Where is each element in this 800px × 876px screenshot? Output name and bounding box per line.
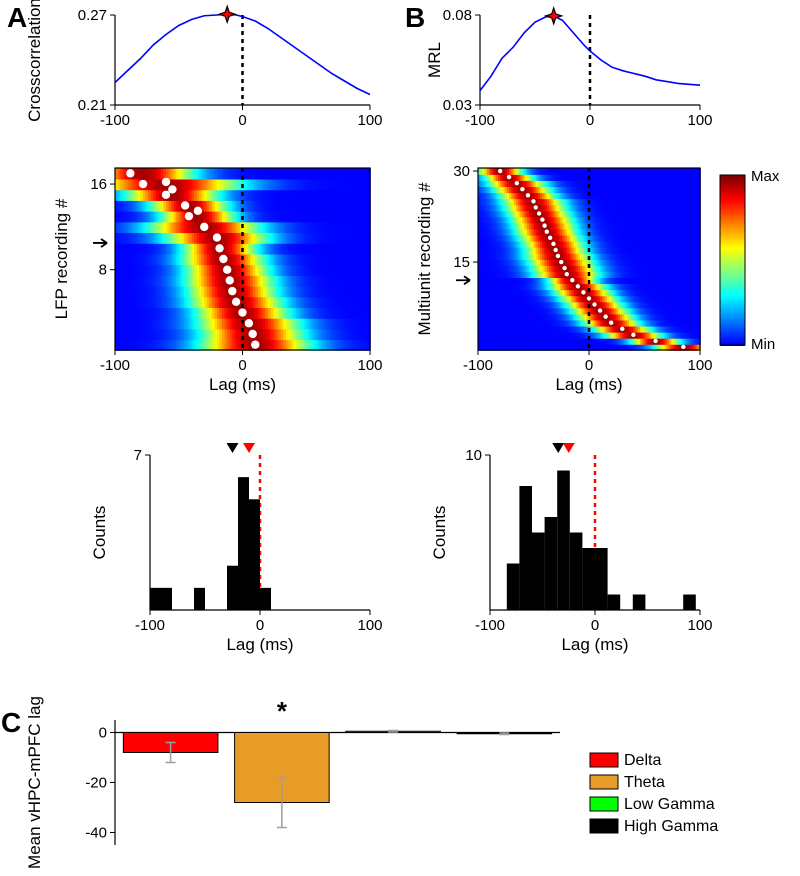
panel-label-c: C <box>1 707 21 739</box>
svg-text:30: 30 <box>453 163 470 180</box>
svg-text:-100: -100 <box>100 357 130 374</box>
svg-text:100: 100 <box>357 357 382 374</box>
svg-text:Lag (ms): Lag (ms) <box>226 635 293 654</box>
svg-text:7: 7 <box>134 447 142 464</box>
svg-text:100: 100 <box>687 112 712 129</box>
svg-text:LFP recording #: LFP recording # <box>52 198 71 319</box>
svg-text:0.08: 0.08 <box>443 7 472 24</box>
svg-text:0: 0 <box>238 112 246 129</box>
svg-text:-20: -20 <box>85 775 107 792</box>
svg-text:100: 100 <box>357 112 382 129</box>
svg-text:10: 10 <box>465 447 482 464</box>
svg-text:-40: -40 <box>85 825 107 842</box>
svg-text:Low Gamma: Low Gamma <box>624 796 715 813</box>
svg-text:0: 0 <box>256 617 264 634</box>
svg-text:Lag (ms): Lag (ms) <box>555 375 622 394</box>
svg-text:-100: -100 <box>463 357 493 374</box>
svg-text:Mean vHPC-mPFC lag: Mean vHPC-mPFC lag <box>25 696 44 869</box>
svg-text:0.27: 0.27 <box>78 7 107 24</box>
panel-label-b: B <box>405 2 425 34</box>
svg-text:0: 0 <box>586 112 594 129</box>
svg-text:0: 0 <box>238 357 246 374</box>
svg-text:8: 8 <box>99 262 107 279</box>
svg-text:MRL: MRL <box>425 42 444 78</box>
svg-text:Lag (ms): Lag (ms) <box>561 635 628 654</box>
svg-text:-100: -100 <box>135 617 165 634</box>
svg-text:16: 16 <box>90 176 107 193</box>
svg-text:-100: -100 <box>465 112 495 129</box>
svg-text:Delta: Delta <box>624 752 661 769</box>
svg-text:0: 0 <box>99 725 107 742</box>
svg-text:Max: Max <box>751 168 780 185</box>
svg-text:Crosscorrelation: Crosscorrelation <box>25 0 44 122</box>
svg-text:15: 15 <box>453 254 470 271</box>
svg-text:-100: -100 <box>100 112 130 129</box>
svg-text:Lag (ms): Lag (ms) <box>209 375 276 394</box>
svg-text:Min: Min <box>751 336 775 353</box>
svg-text:-100: -100 <box>475 617 505 634</box>
figure-canvas: 0.210.27-1000100Crosscorrelation0.030.08… <box>0 0 800 876</box>
svg-text:100: 100 <box>687 357 712 374</box>
svg-text:100: 100 <box>357 617 382 634</box>
svg-text:Multiunit recording #: Multiunit recording # <box>415 182 434 336</box>
svg-text:*: * <box>277 696 288 726</box>
svg-text:0: 0 <box>591 617 599 634</box>
panel-label-a: A <box>7 2 27 34</box>
svg-text:100: 100 <box>687 617 712 634</box>
svg-text:Counts: Counts <box>430 506 449 560</box>
svg-text:Counts: Counts <box>90 506 109 560</box>
svg-text:High Gamma: High Gamma <box>624 818 718 835</box>
svg-text:0: 0 <box>585 357 593 374</box>
svg-text:Theta: Theta <box>624 774 665 791</box>
